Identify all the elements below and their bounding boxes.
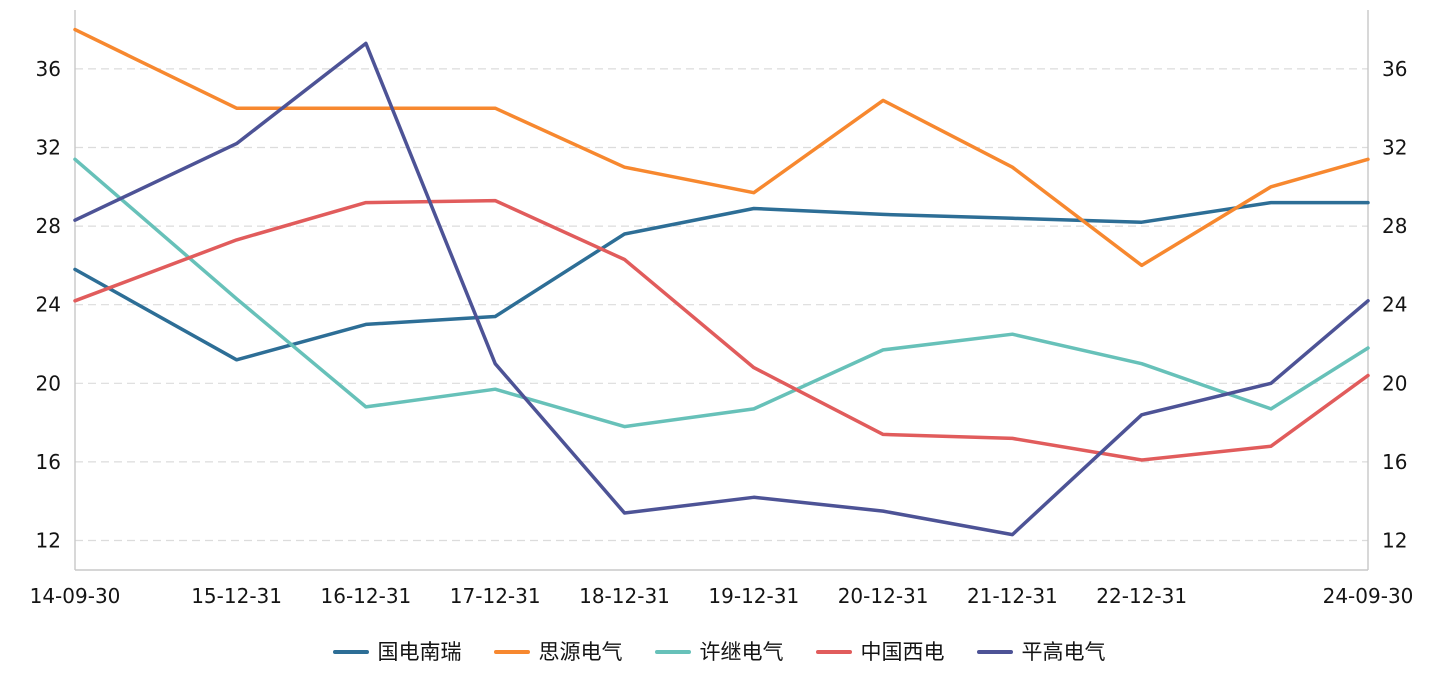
legend-label: 中国西电 <box>860 639 945 664</box>
y-tick-label-right: 16 <box>1382 450 1407 474</box>
legend-item-2: 许继电气 <box>654 639 784 664</box>
legend-item-1: 思源电气 <box>493 639 623 664</box>
y-tick-label-left: 32 <box>36 136 61 160</box>
series-line-4 <box>73 41 1370 537</box>
x-tick-label: 17-12-31 <box>450 584 541 608</box>
legend-line-marker <box>332 650 369 654</box>
legend-label: 思源电气 <box>538 639 623 664</box>
y-tick-label-right: 12 <box>1382 529 1407 553</box>
x-tick-label: 18-12-31 <box>579 584 670 608</box>
legend-item-3: 中国西电 <box>815 639 945 664</box>
x-tick-label: 20-12-31 <box>838 584 929 608</box>
gridlines <box>75 68 1368 542</box>
legend-item-4: 平高电气 <box>976 639 1106 664</box>
legend-line-marker <box>976 650 1013 654</box>
legend-line-marker <box>654 650 691 654</box>
legend-label: 平高电气 <box>1021 639 1106 664</box>
x-tick-label: 24-09-30 <box>1323 584 1414 608</box>
y-tick-label-left: 20 <box>36 371 61 395</box>
legend-line-marker <box>493 650 530 654</box>
y-tick-label-left: 36 <box>36 57 61 81</box>
y-tick-label-left: 28 <box>36 214 61 238</box>
y-tick-label-right: 20 <box>1382 371 1407 395</box>
legend-label: 国电南瑞 <box>377 639 462 664</box>
legend-item-0: 国电南瑞 <box>332 639 462 664</box>
x-tick-label: 15-12-31 <box>191 584 282 608</box>
legend: 国电南瑞 思源电气 许继电气 中国西电 平高电气 <box>0 632 1438 672</box>
y-tick-label-right: 28 <box>1382 214 1407 238</box>
x-tick-label: 16-12-31 <box>321 584 412 608</box>
series-lines <box>73 27 1370 537</box>
x-tick-label: 14-09-30 <box>30 584 121 608</box>
x-tick-label: 22-12-31 <box>1096 584 1187 608</box>
series-line-1 <box>73 27 1370 268</box>
y-tick-label-right: 32 <box>1382 136 1407 160</box>
series-line-3 <box>73 198 1370 462</box>
y-tick-label-right: 36 <box>1382 57 1407 81</box>
plot-area: 12 12 16 16 20 20 24 24 28 28 32 32 36 36 14-09-30 15-1… <box>30 10 1414 608</box>
series-line-0 <box>73 200 1370 362</box>
x-tick-label: 21-12-31 <box>967 584 1058 608</box>
series-line-2 <box>73 157 1370 429</box>
legend-line-marker <box>815 650 852 654</box>
y-tick-label-left: 24 <box>36 293 61 317</box>
y-tick-label-right: 24 <box>1382 293 1407 317</box>
axes <box>74 10 1369 571</box>
legend-label: 许继电气 <box>699 639 784 664</box>
axis-labels: 12 12 16 16 20 20 24 24 28 28 32 32 36 36 14-09-30 15-1… <box>30 57 1414 608</box>
y-tick-label-left: 16 <box>36 450 61 474</box>
x-tick-label: 19-12-31 <box>708 584 799 608</box>
y-tick-label-left: 12 <box>36 529 61 553</box>
